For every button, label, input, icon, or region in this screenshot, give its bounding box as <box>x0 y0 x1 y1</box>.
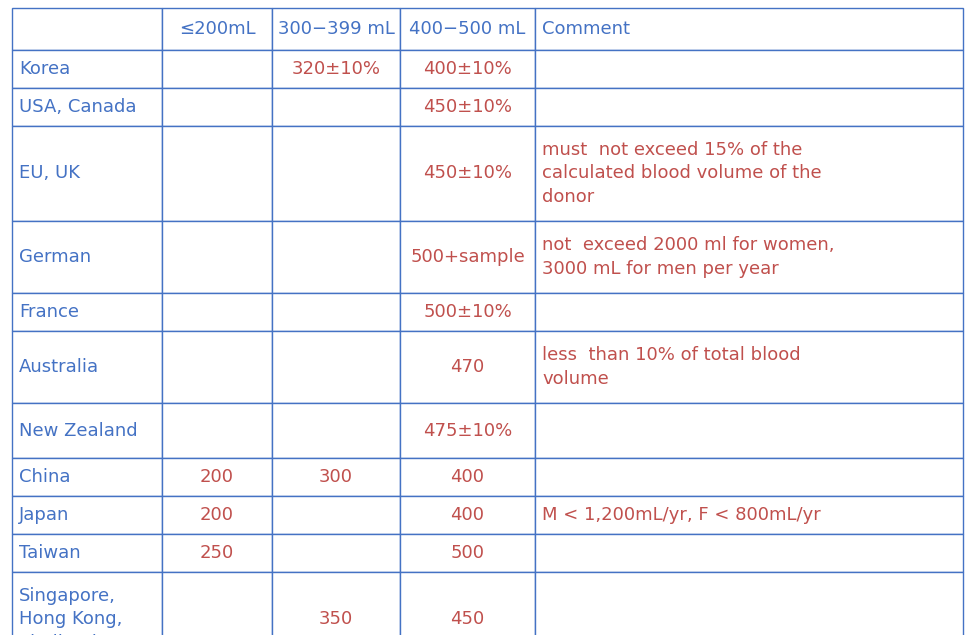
Bar <box>12 496 162 534</box>
Bar <box>12 293 162 331</box>
Bar <box>272 534 400 572</box>
Bar <box>272 458 400 496</box>
Text: Japan: Japan <box>19 506 69 524</box>
Text: must  not exceed 15% of the
calculated blood volume of the
donor: must not exceed 15% of the calculated bl… <box>542 141 822 206</box>
Bar <box>272 126 400 221</box>
Bar <box>400 293 535 331</box>
Bar <box>162 534 272 572</box>
Bar <box>400 572 535 635</box>
Text: Singapore,
Hong Kong,
Thaliand: Singapore, Hong Kong, Thaliand <box>19 587 123 635</box>
Bar <box>535 293 963 331</box>
Bar <box>400 50 535 88</box>
Bar <box>400 534 535 572</box>
Bar <box>272 293 400 331</box>
Bar <box>400 496 535 534</box>
Text: 500±10%: 500±10% <box>423 303 512 321</box>
Text: 500: 500 <box>450 544 485 562</box>
Bar <box>400 126 535 221</box>
Bar <box>162 403 272 458</box>
Text: not  exceed 2000 ml for women,
3000 mL for men per year: not exceed 2000 ml for women, 3000 mL fo… <box>542 236 835 277</box>
Text: USA, Canada: USA, Canada <box>19 98 136 116</box>
Bar <box>535 572 963 635</box>
Bar <box>535 88 963 126</box>
Text: Australia: Australia <box>19 358 99 376</box>
Text: 200: 200 <box>200 506 234 524</box>
Bar <box>272 221 400 293</box>
Text: 350: 350 <box>319 610 353 629</box>
Bar <box>12 88 162 126</box>
Text: 400: 400 <box>450 468 485 486</box>
Bar <box>400 8 535 50</box>
Bar <box>400 88 535 126</box>
Bar <box>162 293 272 331</box>
Text: German: German <box>19 248 91 266</box>
Text: 300−399 mL: 300−399 mL <box>278 20 395 38</box>
Text: China: China <box>19 468 70 486</box>
Bar <box>535 403 963 458</box>
Text: 400±10%: 400±10% <box>423 60 512 78</box>
Bar <box>272 496 400 534</box>
Bar <box>535 331 963 403</box>
Bar <box>535 221 963 293</box>
Bar <box>272 572 400 635</box>
Text: less  than 10% of total blood
volume: less than 10% of total blood volume <box>542 346 800 388</box>
Bar <box>162 331 272 403</box>
Bar <box>162 88 272 126</box>
Bar <box>272 8 400 50</box>
Bar <box>162 221 272 293</box>
Text: France: France <box>19 303 79 321</box>
Bar <box>272 403 400 458</box>
Bar <box>12 534 162 572</box>
Text: 300: 300 <box>319 468 353 486</box>
Text: 400−500 mL: 400−500 mL <box>410 20 526 38</box>
Bar <box>12 126 162 221</box>
Bar <box>162 458 272 496</box>
Bar <box>400 221 535 293</box>
Text: EU, UK: EU, UK <box>19 164 80 182</box>
Bar <box>12 572 162 635</box>
Text: 320±10%: 320±10% <box>292 60 380 78</box>
Bar <box>162 8 272 50</box>
Bar <box>12 331 162 403</box>
Bar <box>535 534 963 572</box>
Bar <box>162 572 272 635</box>
Bar <box>162 126 272 221</box>
Bar <box>12 8 162 50</box>
Text: Comment: Comment <box>542 20 630 38</box>
Text: 450: 450 <box>450 610 485 629</box>
Text: 250: 250 <box>200 544 234 562</box>
Bar <box>272 88 400 126</box>
Text: 450±10%: 450±10% <box>423 164 512 182</box>
Bar <box>400 331 535 403</box>
Text: 500+sample: 500+sample <box>410 248 525 266</box>
Text: 475±10%: 475±10% <box>423 422 512 439</box>
Bar <box>535 458 963 496</box>
Text: ≤200mL: ≤200mL <box>178 20 255 38</box>
Text: 450±10%: 450±10% <box>423 98 512 116</box>
Bar <box>535 50 963 88</box>
Bar <box>12 50 162 88</box>
Bar <box>272 50 400 88</box>
Bar <box>535 8 963 50</box>
Bar <box>12 221 162 293</box>
Text: 400: 400 <box>450 506 485 524</box>
Text: 470: 470 <box>450 358 485 376</box>
Bar <box>535 126 963 221</box>
Text: Taiwan: Taiwan <box>19 544 81 562</box>
Bar <box>272 331 400 403</box>
Text: 200: 200 <box>200 468 234 486</box>
Bar <box>535 496 963 534</box>
Bar <box>12 403 162 458</box>
Bar <box>162 50 272 88</box>
Text: M < 1,200mL/yr, F < 800mL/yr: M < 1,200mL/yr, F < 800mL/yr <box>542 506 821 524</box>
Text: Korea: Korea <box>19 60 70 78</box>
Bar <box>12 458 162 496</box>
Bar <box>162 496 272 534</box>
Bar <box>400 403 535 458</box>
Bar <box>400 458 535 496</box>
Text: New Zealand: New Zealand <box>19 422 137 439</box>
